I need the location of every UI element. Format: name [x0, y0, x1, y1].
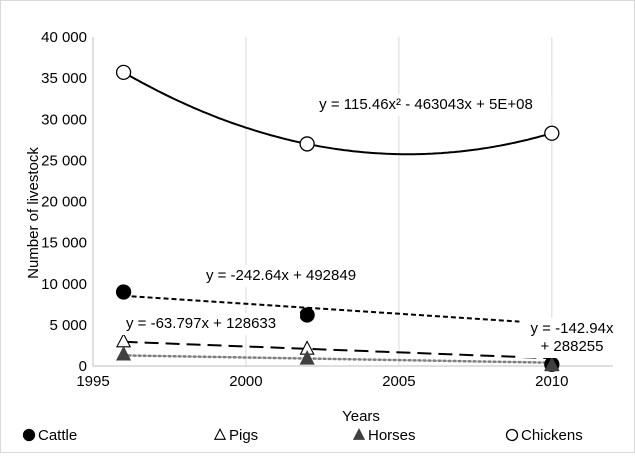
y-tick-label: 5 000: [49, 317, 87, 334]
equation-box: [122, 313, 301, 335]
x-tick-label: 2010: [535, 373, 568, 390]
point-cattle: [299, 307, 315, 323]
gridlines: [245, 37, 553, 366]
y-tick-label: 40 000: [41, 29, 87, 46]
equation-text: y = -242.64x + 492849: [206, 267, 356, 284]
equation-text: y = -142.94x: [531, 320, 614, 337]
trendline-pigs: [123, 340, 552, 360]
trendlines: [122, 71, 554, 364]
point-pigs: [115, 332, 132, 348]
data-points: [115, 64, 560, 373]
legend-item-horses: Horses: [352, 427, 416, 444]
legend-item-chickens: Chickens: [505, 427, 583, 444]
point-cattle: [115, 284, 132, 300]
equation-chickens: y = 115.46x² - 463043x + 5E+08: [300, 94, 552, 116]
point-chickens: [115, 64, 132, 81]
y-tick-label: 25 000: [41, 152, 87, 169]
equation-text: y = 115.46x² - 463043x + 5E+08: [319, 96, 533, 113]
equation-text: y = -63.797x + 128633: [126, 315, 276, 332]
equation-box: [519, 318, 625, 358]
tick-labels: 0 5 000 10 000 15 000 20 000 25 000 30 000 35 0…: [41, 29, 568, 390]
equation-horses: y = -63.797x + 128633: [122, 313, 301, 335]
equation-pigs: y = -142.94x+ 288255: [519, 318, 625, 358]
x-tick-label: 2000: [229, 373, 262, 390]
legend-label: Cattle: [38, 427, 77, 444]
y-tick-label: 0: [79, 358, 87, 375]
legend: Cattle Pigs Horses Chickens: [22, 427, 583, 444]
legend-marker: [352, 427, 366, 440]
y-tick-label: 15 000: [41, 235, 87, 252]
equation-text: + 288255: [541, 338, 604, 355]
point-chickens: [299, 136, 315, 152]
trendline-chickens: [123, 71, 553, 156]
point-chickens: [544, 125, 560, 141]
legend-label: Chickens: [521, 427, 583, 444]
legend-label: Pigs: [229, 427, 258, 444]
y-tick-label: 35 000: [41, 70, 87, 87]
legend-label: Horses: [368, 427, 416, 444]
legend-item-cattle: Cattle: [22, 427, 77, 444]
equation-cattle: y = -242.64x + 492849: [191, 265, 371, 287]
legend-marker: [213, 427, 227, 440]
y-axis-label: Number of livestock: [25, 147, 42, 279]
trendline-horses: [122, 354, 554, 364]
y-tick-label: 10 000: [41, 276, 87, 293]
legend-item-pigs: Pigs: [213, 427, 258, 444]
x-axis-label: Years: [342, 408, 380, 425]
point-horses: [115, 345, 132, 361]
trendline-equations: y = -242.64x + 492849 y = -63.797x + 1286…: [122, 94, 625, 358]
equation-box: [191, 265, 371, 287]
axes: [92, 37, 613, 367]
y-tick-label: 20 000: [41, 194, 87, 211]
equation-box: [300, 94, 552, 116]
legend-marker: [505, 428, 519, 442]
x-tick-label: 2005: [382, 373, 415, 390]
point-horses: [544, 356, 560, 372]
legend-marker: [22, 428, 36, 442]
y-tick-label: 30 000: [41, 111, 87, 128]
x-tick-label: 1995: [76, 373, 109, 390]
point-horses: [299, 349, 315, 365]
